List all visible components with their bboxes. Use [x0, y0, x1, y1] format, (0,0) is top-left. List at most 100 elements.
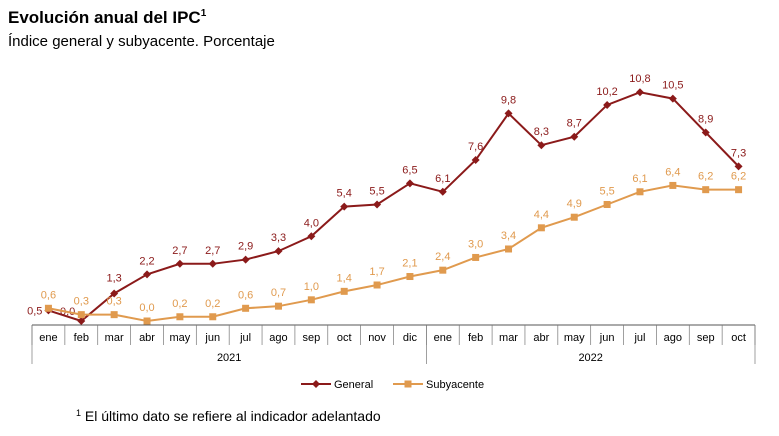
point-subyacente — [472, 253, 480, 261]
data-label-subyacente: 1,0 — [304, 281, 319, 293]
point-general — [438, 187, 447, 196]
footnote-mark: 1 — [76, 408, 82, 418]
footnote-text: El último dato se refiere al indicador a… — [84, 408, 381, 424]
legend-label-general: General — [334, 379, 373, 391]
point-general — [373, 200, 382, 209]
data-label-general: 9,8 — [501, 94, 516, 106]
x-tick-label: ago — [664, 332, 682, 344]
legend-label-subyacente: Subyacente — [426, 379, 484, 391]
data-label-general: 2,7 — [172, 245, 187, 257]
data-label-subyacente: 0,6 — [41, 289, 56, 301]
data-label-subyacente: 6,2 — [698, 171, 713, 183]
point-subyacente — [44, 304, 52, 312]
data-label-general: 0,5 — [27, 305, 42, 317]
data-label-general: 5,4 — [337, 188, 352, 200]
data-label-subyacente: 0,7 — [271, 287, 286, 299]
data-label-general: 6,5 — [402, 164, 417, 176]
point-general — [405, 179, 414, 188]
x-tick-label: may — [564, 332, 585, 344]
data-label-general: 3,3 — [271, 232, 286, 244]
x-tick-label: jul — [633, 332, 645, 344]
x-tick-label: oct — [731, 332, 746, 344]
data-label-general: 2,9 — [238, 241, 253, 253]
x-tick-label: ago — [269, 332, 287, 344]
point-general — [570, 132, 579, 141]
data-label-subyacente: 6,1 — [632, 173, 647, 185]
point-subyacente — [373, 281, 381, 289]
point-subyacente — [439, 266, 447, 274]
point-subyacente — [603, 201, 611, 208]
data-label-general: 8,9 — [698, 113, 713, 125]
chart-title-text: Evolución anual del IPC — [8, 8, 201, 27]
x-tick-label: sep — [697, 332, 715, 344]
legend-marker-general — [312, 380, 320, 388]
point-general — [668, 94, 677, 103]
x-tick-label: nov — [368, 332, 386, 344]
point-subyacente — [242, 304, 250, 312]
point-general — [471, 156, 480, 165]
point-general — [77, 317, 86, 325]
point-general — [635, 88, 644, 97]
chart-title: Evolución anual del IPC1 — [8, 8, 206, 28]
point-subyacente — [307, 296, 315, 304]
point-subyacente — [176, 313, 184, 321]
point-subyacente — [570, 213, 578, 221]
data-label-general: 6,1 — [435, 173, 450, 185]
point-subyacente — [537, 224, 545, 232]
point-subyacente — [505, 245, 513, 253]
data-label-subyacente: 2,4 — [435, 251, 450, 263]
year-label-2022: 2022 — [578, 352, 602, 364]
x-tick-label: jun — [204, 332, 220, 344]
point-general — [143, 270, 152, 279]
data-label-subyacente: 1,4 — [337, 272, 352, 284]
point-general — [241, 255, 250, 264]
point-general — [603, 100, 612, 109]
data-label-subyacente: 6,2 — [731, 171, 746, 183]
point-general — [110, 289, 119, 298]
data-label-general: 2,7 — [205, 245, 220, 257]
data-label-subyacente: 5,5 — [599, 186, 614, 198]
data-label-general: 8,7 — [567, 118, 582, 130]
year-label-2021: 2021 — [217, 352, 241, 364]
point-subyacente — [735, 186, 743, 194]
chart-subtitle: Índice general y subyacente. Porcentaje — [8, 33, 275, 50]
data-label-general: 10,2 — [596, 86, 617, 98]
point-general — [208, 259, 217, 268]
data-label-general: 10,5 — [662, 80, 683, 92]
x-tick-label: dic — [403, 332, 418, 344]
x-tick-label: abr — [533, 332, 549, 344]
point-general — [504, 109, 513, 118]
data-label-subyacente: 0,2 — [172, 298, 187, 310]
data-label-subyacente: 4,9 — [567, 198, 582, 210]
data-label-general: 4,0 — [304, 217, 319, 229]
data-label-subyacente: 2,1 — [402, 258, 417, 270]
x-tick-label: jul — [239, 332, 251, 344]
point-subyacente — [209, 313, 217, 321]
data-label-subyacente: 0,6 — [238, 289, 253, 301]
x-tick-label: oct — [337, 332, 352, 344]
x-tick-label: ene — [434, 332, 452, 344]
x-tick-label: ene — [39, 332, 57, 344]
data-label-subyacente: 4,4 — [534, 209, 549, 221]
point-subyacente — [77, 311, 85, 319]
x-tick-label: mar — [105, 332, 124, 344]
x-tick-label: may — [169, 332, 190, 344]
data-label-subyacente: 0,2 — [205, 298, 220, 310]
data-label-subyacente: 0,3 — [74, 296, 89, 308]
x-tick-label: feb — [468, 332, 483, 344]
x-tick-label: mar — [499, 332, 518, 344]
point-subyacente — [340, 287, 348, 295]
series-line-general — [48, 91, 740, 323]
point-subyacente — [143, 317, 151, 325]
point-subyacente — [274, 302, 282, 310]
data-label-subyacente: 3,4 — [501, 230, 516, 242]
data-label-subyacente: 0,3 — [107, 296, 122, 308]
point-subyacente — [636, 188, 644, 196]
x-tick-label: jun — [599, 332, 615, 344]
x-tick-label: feb — [74, 332, 89, 344]
point-general — [307, 232, 316, 241]
x-tick-label: abr — [139, 332, 155, 344]
data-label-general: 7,3 — [731, 147, 746, 159]
legend-marker-subyacente — [404, 380, 412, 388]
footnote: 1 El último dato se refiere al indicador… — [76, 408, 381, 424]
